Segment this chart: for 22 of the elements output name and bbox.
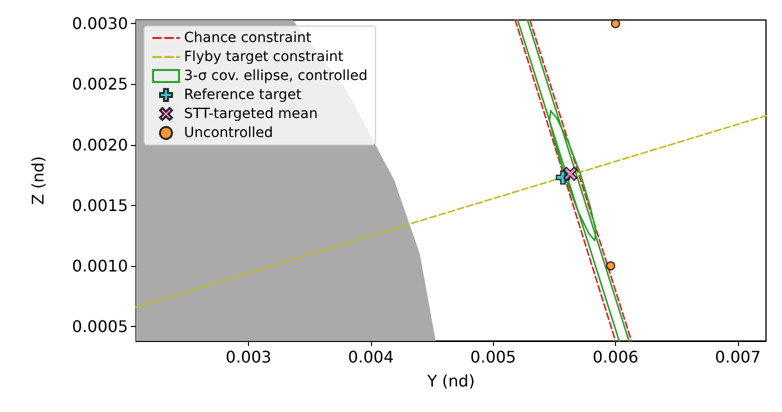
y-tick-label: 0.0025 <box>72 74 128 94</box>
legend-label: STT-targeted mean <box>184 106 318 122</box>
y-tick-label: 0.0020 <box>72 135 128 154</box>
x-tick-label: 0.005 <box>470 348 516 366</box>
y-tick-label: 0.0015 <box>72 196 128 215</box>
y-tick-label: 0.0010 <box>72 256 128 276</box>
x-tick-label: 0.004 <box>348 348 394 366</box>
x-tick-label: 0.003 <box>226 348 272 366</box>
legend-label: Flyby target constraint <box>184 49 344 65</box>
x-axis-title: Y (nd) <box>426 372 475 390</box>
point <box>606 261 616 271</box>
y-axis-title: Z (nd) <box>28 156 48 205</box>
y-tick-label: 0.0030 <box>72 14 128 34</box>
legend-label: Uncontrolled <box>184 125 274 141</box>
point <box>610 18 620 28</box>
legend-label: 3-σ cov. ellipse, controlled <box>184 68 368 84</box>
legend-label: Reference target <box>184 87 302 103</box>
x-tick-label: 0.006 <box>592 348 638 366</box>
legend-label: Chance constraint <box>184 30 312 46</box>
point <box>563 166 578 181</box>
x-tick-label: 0.007 <box>714 348 761 366</box>
y-tick-label: 0.0005 <box>72 316 128 336</box>
